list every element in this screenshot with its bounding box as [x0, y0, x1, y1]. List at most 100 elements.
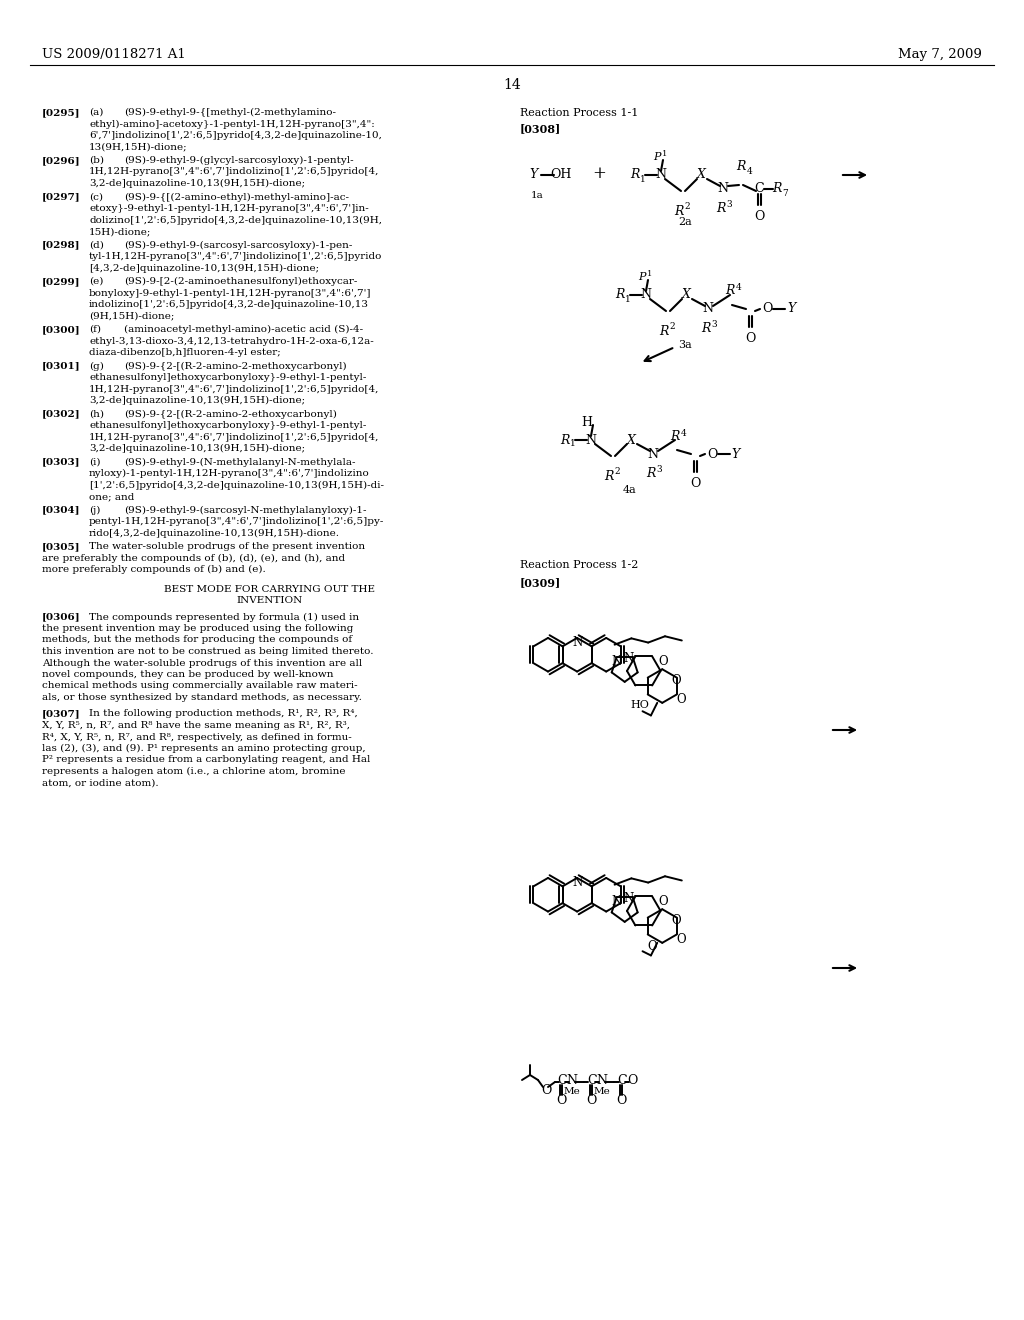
Text: R: R — [560, 433, 569, 446]
Text: N: N — [655, 169, 667, 181]
Text: C: C — [617, 1073, 627, 1086]
Text: 15H)-dione;: 15H)-dione; — [89, 227, 152, 236]
Text: +: + — [592, 165, 606, 181]
Text: N: N — [624, 652, 634, 665]
Text: In the following production methods, R¹, R², R³, R⁴,: In the following production methods, R¹,… — [89, 710, 357, 718]
Text: BEST MODE FOR CARRYING OUT THE: BEST MODE FOR CARRYING OUT THE — [164, 585, 375, 594]
Text: N: N — [597, 1073, 607, 1086]
Text: indolizino[1',2':6,5]pyrido[4,3,2-de]quinazoline-10,13: indolizino[1',2':6,5]pyrido[4,3,2-de]qui… — [89, 300, 369, 309]
Text: R: R — [675, 205, 684, 218]
Text: O: O — [647, 940, 657, 953]
Text: P² represents a residue from a carbonylating reagent, and Hal: P² represents a residue from a carbonyla… — [42, 755, 371, 764]
Text: 1H,12H-pyrano[3",4":6',7']indolizino[1',2':6,5]pyrido[4,: 1H,12H-pyrano[3",4":6',7']indolizino[1',… — [89, 384, 379, 393]
Text: R: R — [736, 161, 745, 173]
Text: 13(9H,15H)-dione;: 13(9H,15H)-dione; — [89, 143, 187, 152]
Text: P: P — [653, 152, 660, 162]
Text: 1: 1 — [647, 271, 652, 279]
Text: [0300]: [0300] — [42, 325, 81, 334]
Text: N: N — [611, 895, 622, 908]
Text: [0298]: [0298] — [42, 240, 81, 249]
Text: R: R — [659, 325, 669, 338]
Text: N: N — [586, 433, 597, 446]
Text: R: R — [631, 169, 640, 181]
Text: ethyl-3,13-dioxo-3,4,12,13-tetrahydro-1H-2-oxa-6,12a-: ethyl-3,13-dioxo-3,4,12,13-tetrahydro-1H… — [89, 337, 374, 346]
Text: 1: 1 — [625, 294, 631, 304]
Text: O: O — [556, 1093, 566, 1106]
Text: 3,2-de]quinazoline-10,13(9H,15H)-dione;: 3,2-de]quinazoline-10,13(9H,15H)-dione; — [89, 180, 305, 189]
Text: (9S)-9-[2-(2-aminoethanesulfonyl)ethoxycar-: (9S)-9-[2-(2-aminoethanesulfonyl)ethoxyc… — [124, 277, 357, 286]
Text: [0295]: [0295] — [42, 108, 81, 117]
Text: ethanesulfonyl]ethoxycarbonyloxy}-9-ethyl-1-pentyl-: ethanesulfonyl]ethoxycarbonyloxy}-9-ethy… — [89, 421, 367, 430]
Text: N: N — [718, 182, 728, 195]
Text: (j): (j) — [89, 506, 100, 515]
Text: 2a: 2a — [678, 216, 692, 227]
Text: (e): (e) — [89, 277, 103, 286]
Text: [0296]: [0296] — [42, 156, 81, 165]
Text: O: O — [586, 1093, 596, 1106]
Text: 4: 4 — [681, 429, 687, 437]
Text: P: P — [638, 272, 646, 282]
Text: (9S)-9-ethyl-9-(glycyl-sarcosyloxy)-1-pentyl-: (9S)-9-ethyl-9-(glycyl-sarcosyloxy)-1-pe… — [124, 156, 353, 165]
Text: X: X — [627, 433, 636, 446]
Text: N: N — [611, 655, 622, 668]
Text: (i): (i) — [89, 458, 100, 466]
Text: dolizino[1',2':6,5]pyrido[4,3,2-de]quinazoline-10,13(9H,: dolizino[1',2':6,5]pyrido[4,3,2-de]quina… — [89, 215, 382, 224]
Text: O: O — [541, 1084, 551, 1097]
Text: 4: 4 — [746, 166, 753, 176]
Text: 4a: 4a — [624, 484, 637, 495]
Text: (g): (g) — [89, 362, 103, 371]
Text: C: C — [755, 182, 764, 195]
Text: R: R — [615, 289, 625, 301]
Text: represents a halogen atom (i.e., a chlorine atom, bromine: represents a halogen atom (i.e., a chlor… — [42, 767, 345, 776]
Text: Reaction Process 1-2: Reaction Process 1-2 — [520, 560, 638, 570]
Text: R: R — [725, 285, 734, 297]
Text: US 2009/0118271 A1: US 2009/0118271 A1 — [42, 48, 185, 61]
Text: [0307]: [0307] — [42, 710, 81, 718]
Text: Me: Me — [594, 1088, 610, 1097]
Text: rido[4,3,2-de]quinazoline-10,13(9H,15H)-dione.: rido[4,3,2-de]quinazoline-10,13(9H,15H)-… — [89, 528, 340, 537]
Text: are preferably the compounds of (b), (d), (e), and (h), and: are preferably the compounds of (b), (d)… — [42, 553, 345, 562]
Text: HO: HO — [630, 700, 649, 710]
Text: N: N — [572, 636, 583, 648]
Text: INVENTION: INVENTION — [237, 597, 303, 605]
Text: las (2), (3), and (9). P¹ represents an amino protecting group,: las (2), (3), and (9). P¹ represents an … — [42, 744, 366, 754]
Text: chemical methods using commercially available raw materi-: chemical methods using commercially avai… — [42, 681, 357, 690]
Text: (9S)-9-{2-[(R-2-amino-2-methoxycarbonyl): (9S)-9-{2-[(R-2-amino-2-methoxycarbonyl) — [124, 362, 347, 371]
Text: (9S)-9-{2-[(R-2-amino-2-ethoxycarbonyl): (9S)-9-{2-[(R-2-amino-2-ethoxycarbonyl) — [124, 409, 337, 418]
Text: 1a: 1a — [530, 191, 544, 201]
Text: atom, or iodine atom).: atom, or iodine atom). — [42, 779, 159, 788]
Text: (b): (b) — [89, 156, 104, 165]
Text: (f): (f) — [89, 325, 101, 334]
Text: O: O — [762, 302, 772, 315]
Text: C: C — [557, 1073, 567, 1086]
Text: (9S)-9-ethyl-9-(N-methylalanyl-N-methylala-: (9S)-9-ethyl-9-(N-methylalanyl-N-methyla… — [124, 458, 355, 467]
Text: [0306]: [0306] — [42, 612, 81, 622]
Text: R: R — [717, 202, 726, 215]
Text: 1: 1 — [640, 174, 646, 183]
Text: R: R — [646, 467, 655, 480]
Text: X: X — [696, 169, 706, 181]
Text: Y: Y — [732, 447, 740, 461]
Text: 2: 2 — [669, 322, 675, 331]
Text: ethanesulfonyl]ethoxycarbonyloxy}-9-ethyl-1-pentyl-: ethanesulfonyl]ethoxycarbonyloxy}-9-ethy… — [89, 374, 367, 381]
Text: Although the water-soluble prodrugs of this invention are all: Although the water-soluble prodrugs of t… — [42, 659, 362, 668]
Text: 14: 14 — [503, 78, 521, 92]
Text: The compounds represented by formula (1) used in: The compounds represented by formula (1)… — [89, 612, 359, 622]
Text: more preferably compounds of (b) and (e).: more preferably compounds of (b) and (e)… — [42, 565, 266, 574]
Text: X, Y, R⁵, n, R⁷, and R⁸ have the same meaning as R¹, R², R³,: X, Y, R⁵, n, R⁷, and R⁸ have the same me… — [42, 721, 350, 730]
Text: [0305]: [0305] — [42, 543, 81, 550]
Text: (9S)-9-ethyl-9-(sarcosyl-N-methylalanyloxy)-1-: (9S)-9-ethyl-9-(sarcosyl-N-methylalanylo… — [124, 506, 367, 515]
Text: (a): (a) — [89, 108, 103, 117]
Text: [0297]: [0297] — [42, 193, 81, 202]
Text: 2: 2 — [614, 467, 620, 477]
Text: H: H — [582, 417, 593, 429]
Text: 6',7']indolizino[1',2':6,5]pyrido[4,3,2-de]quinazoline-10,: 6',7']indolizino[1',2':6,5]pyrido[4,3,2-… — [89, 131, 382, 140]
Text: 3: 3 — [656, 465, 662, 474]
Text: pentyl-1H,12H-pyrano[3",4":6',7']indolizino[1',2':6,5]py-: pentyl-1H,12H-pyrano[3",4":6',7']indoliz… — [89, 517, 384, 525]
Text: R: R — [671, 429, 680, 442]
Text: nyloxy)-1-pentyl-1H,12H-pyrano[3",4":6',7']indolizino: nyloxy)-1-pentyl-1H,12H-pyrano[3",4":6',… — [89, 469, 370, 478]
Text: [0304]: [0304] — [42, 506, 81, 515]
Text: O: O — [707, 447, 717, 461]
Text: N: N — [647, 447, 658, 461]
Text: (aminoacetyl-methyl-amino)-acetic acid (S)-4-: (aminoacetyl-methyl-amino)-acetic acid (… — [124, 325, 364, 334]
